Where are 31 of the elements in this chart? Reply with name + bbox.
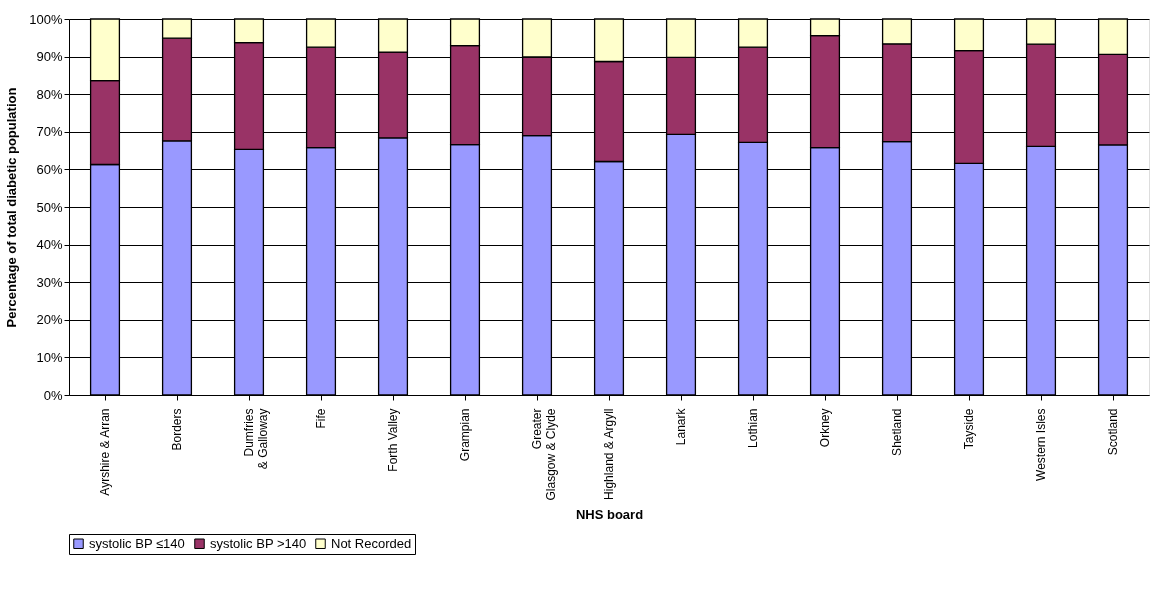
x-tick-label: Lothian [746, 408, 760, 448]
legend-label: systolic BP >140 [210, 535, 307, 551]
legend-label: Not Recorded [331, 535, 412, 551]
y-tick-label: 90% [36, 49, 63, 65]
y-tick-label: 60% [36, 161, 63, 177]
x-tick-label: Western Isles [1034, 408, 1048, 481]
x-tick-label: Tayside [962, 408, 976, 450]
x-tick-label: Borders [170, 408, 184, 451]
y-tick-label: 30% [36, 274, 63, 290]
x-tick-label: Scotland [1106, 408, 1120, 456]
x-axis-title: NHS board [575, 506, 644, 522]
x-tick-label: Ayrshire & Arran [98, 408, 112, 496]
y-tick-label: 10% [36, 349, 63, 365]
y-tick-label: 70% [36, 124, 63, 140]
y-tick-label: 50% [36, 199, 63, 215]
x-tick-label: Dumfries & Galloway [242, 408, 270, 470]
x-tick-label: Grampian [458, 408, 472, 462]
x-tick-label: Orkney [818, 408, 832, 448]
legend-label: systolic BP ≤140 [89, 535, 185, 551]
y-axis-title: Percentage of total diabetic population [4, 87, 20, 328]
y-tick-label: 20% [36, 312, 63, 328]
x-tick-label: Fife [314, 408, 328, 429]
x-tick-label: Forth Valley [386, 408, 400, 472]
y-tick-label: 80% [36, 86, 63, 102]
y-tick-label: 40% [36, 237, 63, 253]
x-tick-label: Shetland [890, 408, 904, 456]
x-tick-label: Lanark [674, 407, 688, 446]
x-tick-label: Greater Glasgow & Clyde [530, 408, 558, 501]
y-tick-label: 0% [43, 387, 63, 403]
x-tick-label: Highland & Argyll [602, 408, 616, 500]
y-tick-label: 100% [29, 11, 63, 27]
